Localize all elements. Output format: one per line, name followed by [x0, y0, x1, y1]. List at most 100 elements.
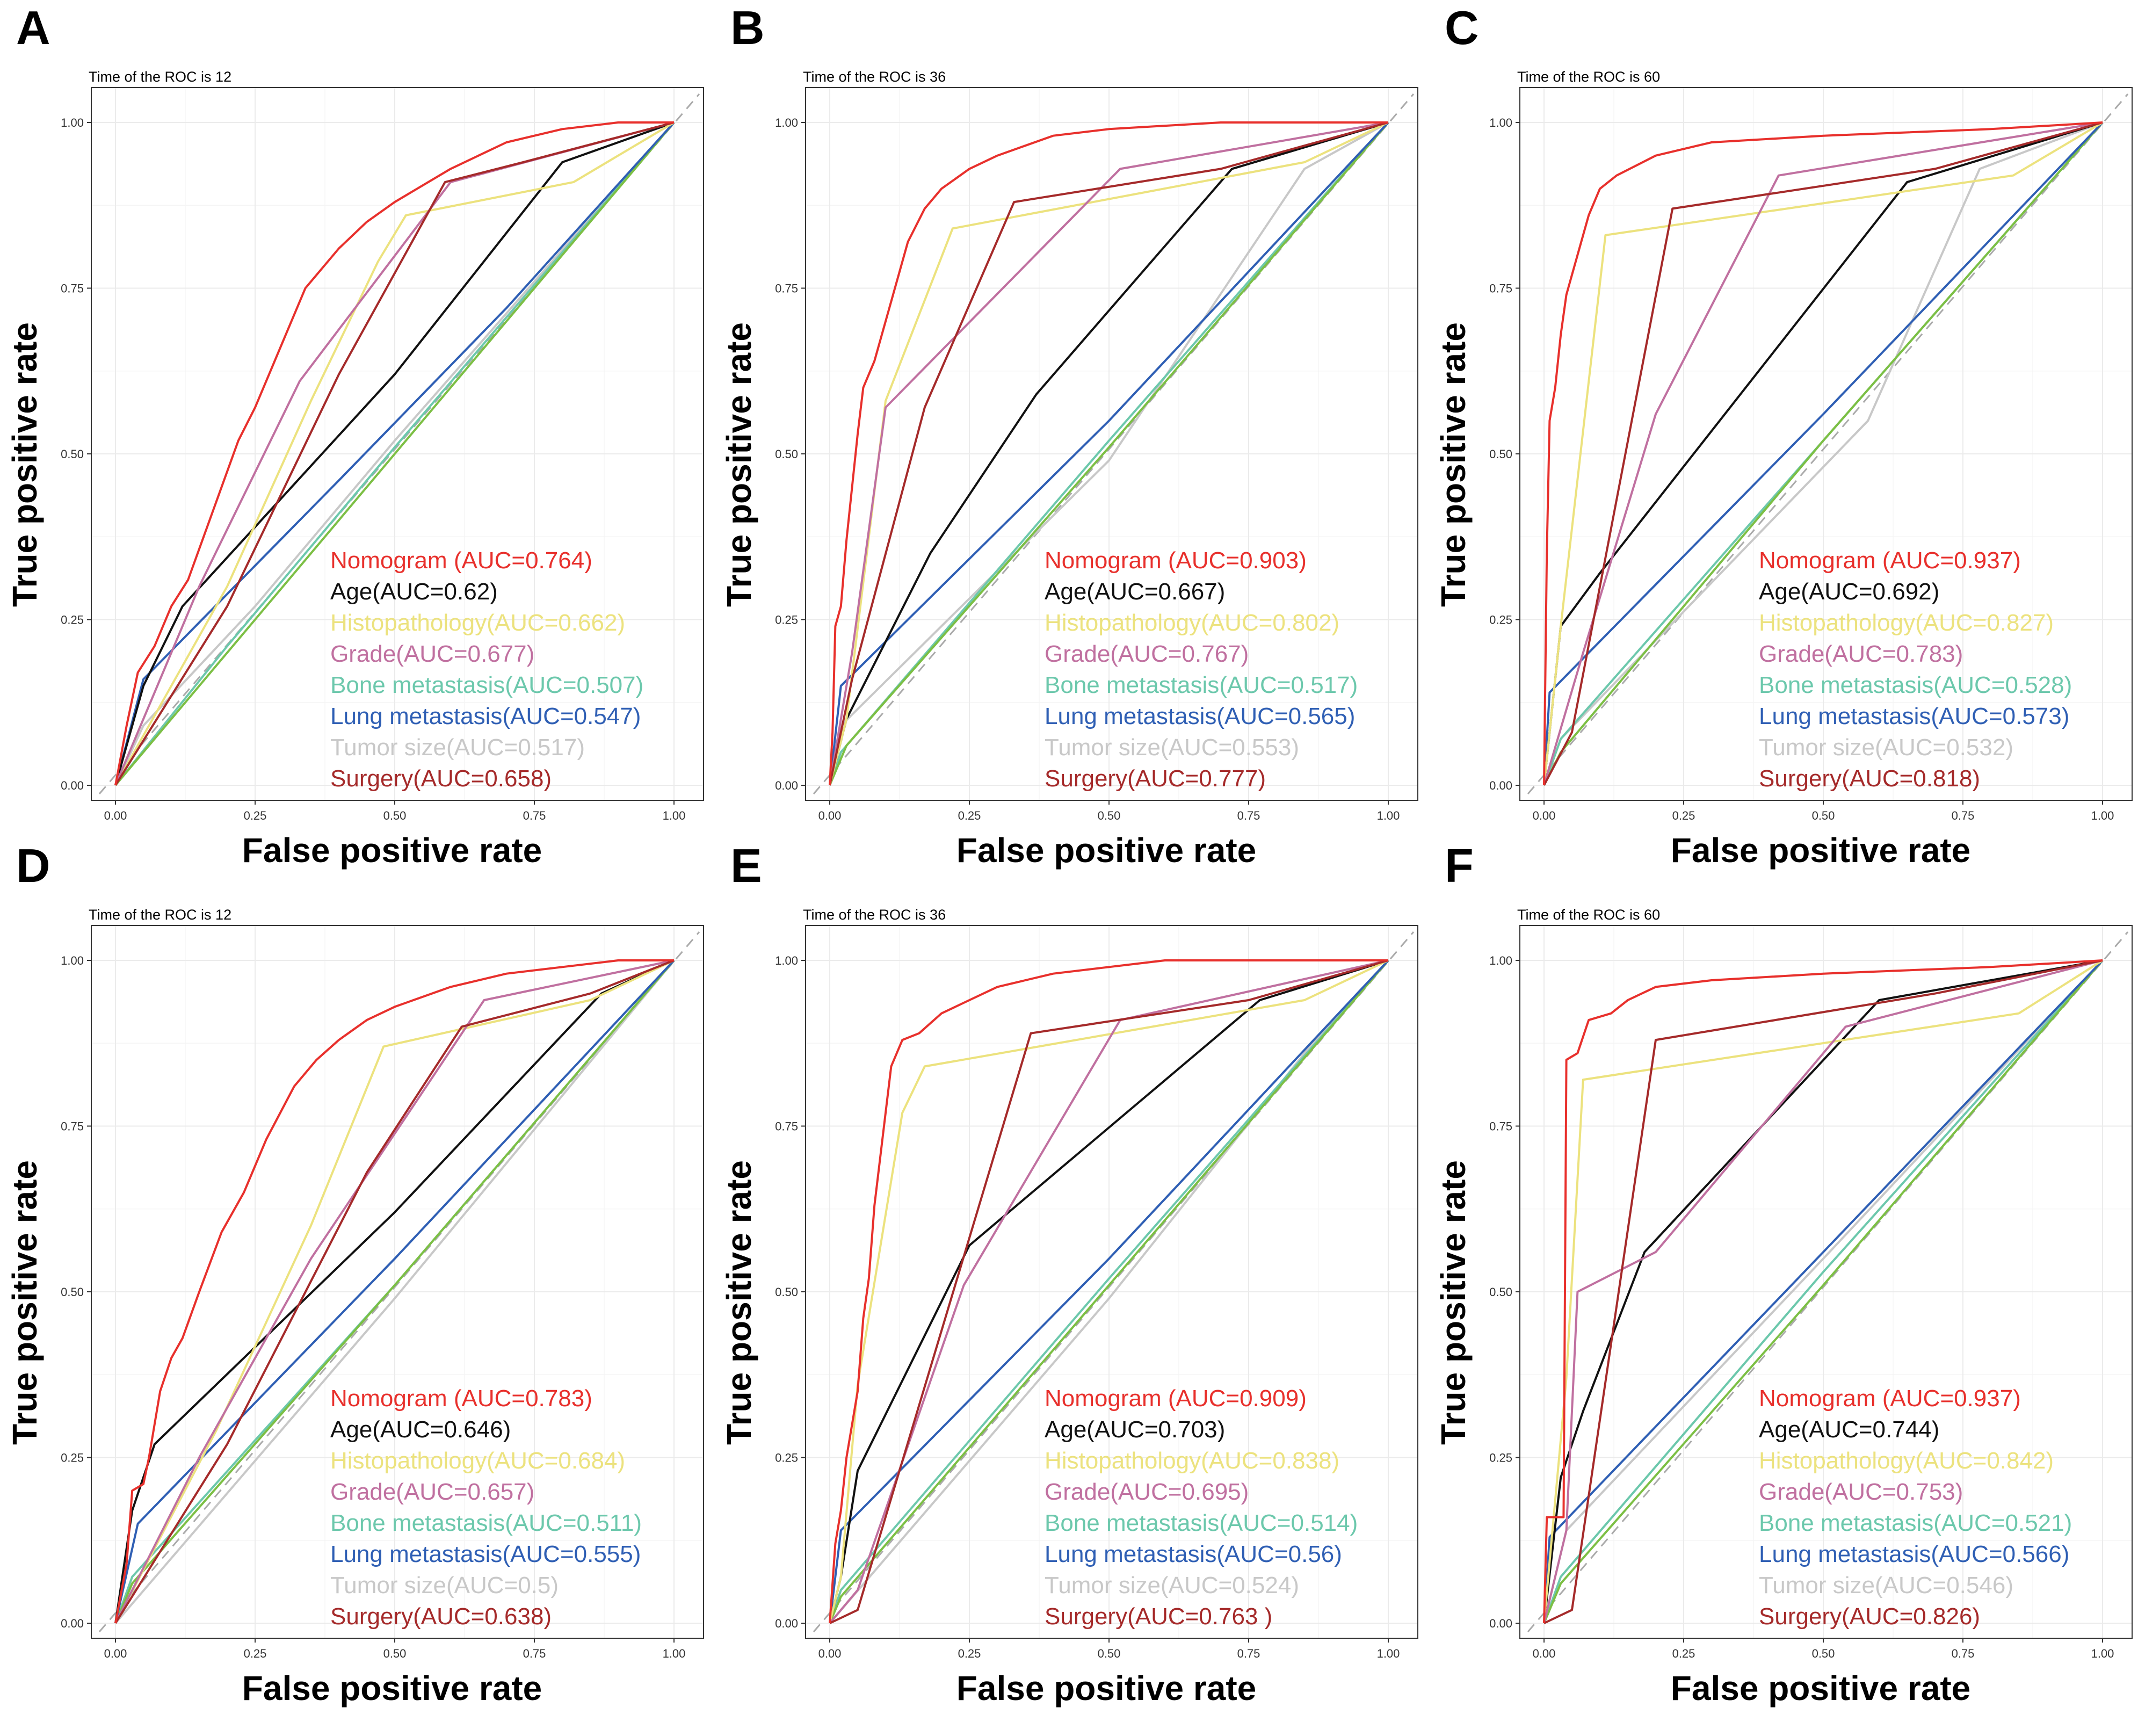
x-tick-label: 1.00	[663, 809, 686, 822]
y-tick-label: 0.00	[775, 779, 798, 792]
legend-entry-tumor-size: Tumor size(AUC=0.532)	[1759, 734, 2013, 761]
y-tick-label: 0.25	[775, 613, 798, 627]
y-axis-title: True positive rate	[1434, 1160, 1473, 1445]
x-tick-label: 0.75	[1952, 1647, 1975, 1660]
x-tick-label: 0.00	[104, 1647, 127, 1660]
y-tick-label: 1.00	[61, 954, 84, 967]
y-tick-label: 0.25	[61, 1451, 84, 1465]
roc-curve-histopathology	[829, 121, 1389, 786]
roc-curve-nomogram	[114, 121, 674, 786]
legend-entry-histopathology: Histopathology(AUC=0.802)	[1045, 610, 1339, 636]
y-tick-label: 0.50	[775, 1285, 798, 1299]
axis-ticks: 0.00 0.00 0.25 0.25 0.50 0.50 0.75 0.75 1.00 1.00	[775, 116, 1400, 822]
y-tick-label: 0.50	[1489, 1285, 1512, 1299]
x-tick-label: 0.50	[1098, 809, 1121, 822]
plot-frame	[91, 925, 704, 1639]
legend-entry-lung-metastasis: Lung metastasis(AUC=0.56)	[1045, 1541, 1342, 1567]
plot-subtitle: Time of the ROC is 36	[803, 69, 946, 85]
legend-entry-age: Age(AUC=0.62)	[330, 578, 498, 605]
legend-entry-grade: Grade(AUC=0.677)	[330, 641, 534, 667]
x-tick-label: 0.50	[383, 809, 407, 822]
x-tick-label: 0.50	[1812, 809, 1835, 822]
roc-curve-nomogram	[829, 959, 1388, 1624]
legend-entry-age: Age(AUC=0.703)	[1045, 1416, 1225, 1443]
roc-curve-green-reference	[829, 959, 1389, 1624]
x-axis-title: False positive rate	[1671, 831, 1970, 870]
plot-subtitle: Time of the ROC is 60	[1517, 907, 1660, 923]
y-tick-label: 1.00	[1489, 116, 1512, 129]
y-tick-label: 0.75	[61, 282, 84, 295]
gridlines	[806, 925, 1418, 1638]
legend-entry-surgery: Surgery(AUC=0.763 )	[1045, 1603, 1272, 1630]
legend-entry-histopathology: Histopathology(AUC=0.684)	[330, 1448, 625, 1474]
legend-entry-lung-metastasis: Lung metastasis(AUC=0.573)	[1759, 703, 2069, 729]
roc-curve-lung-metastasis	[1543, 959, 2104, 1624]
legend-entry-tumor-size: Tumor size(AUC=0.517)	[330, 734, 585, 761]
x-tick-label: 0.25	[1672, 1647, 1695, 1660]
axis-ticks: 0.00 0.00 0.25 0.25 0.50 0.50 0.75 0.75 1.00 1.00	[1489, 954, 2114, 1660]
x-axis-title: False positive rate	[956, 1669, 1256, 1708]
y-tick-label: 0.25	[1489, 613, 1512, 627]
y-axis-title: True positive rate	[720, 322, 758, 607]
x-axis-title: False positive rate	[242, 1669, 542, 1708]
y-tick-label: 0.75	[775, 1120, 798, 1133]
plot-subtitle: Time of the ROC is 36	[803, 907, 946, 923]
plot-frame	[1519, 925, 2133, 1639]
legend: Nomogram (AUC=0.937) Age(AUC=0.692) Histop…	[1759, 547, 2072, 792]
legend-entry-nomogram: Nomogram (AUC=0.909)	[1045, 1385, 1307, 1412]
legend-entry-tumor-size: Tumor size(AUC=0.546)	[1759, 1572, 2013, 1598]
y-tick-label: 0.75	[61, 1120, 84, 1133]
axis-ticks: 0.00 0.00 0.25 0.25 0.50 0.50 0.75 0.75 1.00 1.00	[61, 954, 685, 1660]
y-tick-label: 0.75	[1489, 1120, 1512, 1133]
roc-curve-histopathology	[829, 959, 1389, 1624]
roc-curve-histopathology	[114, 959, 675, 1624]
roc-curve-histopathology	[1543, 959, 2104, 1624]
legend-entry-bone-metastasis: Bone metastasis(AUC=0.514)	[1045, 1510, 1358, 1536]
y-tick-label: 1.00	[775, 954, 798, 967]
legend-entry-surgery: Surgery(AUC=0.818)	[1759, 765, 1980, 792]
roc-curves	[1543, 959, 2104, 1624]
legend-entry-lung-metastasis: Lung metastasis(AUC=0.555)	[330, 1541, 641, 1567]
legend-entry-tumor-size: Tumor size(AUC=0.553)	[1045, 734, 1299, 761]
roc-curve-lung-metastasis	[829, 959, 1389, 1624]
roc-curve-surgery	[829, 121, 1389, 786]
legend-entry-bone-metastasis: Bone metastasis(AUC=0.507)	[330, 672, 643, 698]
x-tick-label: 0.25	[958, 809, 981, 822]
gridlines	[806, 88, 1418, 800]
plot-subtitle: Time of the ROC is 12	[89, 907, 231, 923]
roc-curve-surgery	[114, 959, 675, 1624]
legend-entry-histopathology: Histopathology(AUC=0.827)	[1759, 610, 2054, 636]
legend: Nomogram (AUC=0.764) Age(AUC=0.62) Histopa…	[330, 547, 643, 792]
reference-diagonal	[98, 931, 700, 1632]
x-tick-label: 0.50	[1098, 1647, 1121, 1660]
legend-entry-grade: Grade(AUC=0.695)	[1045, 1479, 1249, 1505]
y-tick-label: 0.00	[1489, 779, 1512, 792]
x-tick-label: 0.00	[104, 809, 127, 822]
legend: Nomogram (AUC=0.937) Age(AUC=0.744) Histop…	[1759, 1385, 2072, 1630]
x-tick-label: 0.75	[1237, 1647, 1260, 1660]
x-tick-label: 1.00	[1377, 1647, 1400, 1660]
legend-entry-surgery: Surgery(AUC=0.826)	[1759, 1603, 1980, 1630]
x-tick-label: 0.00	[1533, 809, 1556, 822]
legend: Nomogram (AUC=0.909) Age(AUC=0.703) Histop…	[1045, 1385, 1358, 1630]
x-tick-label: 0.75	[523, 1647, 546, 1660]
legend-entry-surgery: Surgery(AUC=0.638)	[330, 1603, 552, 1630]
plot-frame	[1519, 87, 2133, 801]
y-tick-label: 0.00	[775, 1617, 798, 1630]
y-axis-title: True positive rate	[5, 1160, 44, 1445]
legend-entry-histopathology: Histopathology(AUC=0.662)	[330, 610, 625, 636]
roc-curves	[1543, 121, 2104, 786]
y-tick-label: 0.50	[61, 447, 84, 461]
legend-entry-grade: Grade(AUC=0.767)	[1045, 641, 1249, 667]
axis-ticks: 0.00 0.00 0.25 0.25 0.50 0.50 0.75 0.75 1.00 1.00	[1489, 116, 2114, 822]
x-tick-label: 0.25	[1672, 809, 1695, 822]
legend-entry-histopathology: Histopathology(AUC=0.842)	[1759, 1448, 2054, 1474]
legend-entry-lung-metastasis: Lung metastasis(AUC=0.566)	[1759, 1541, 2069, 1567]
roc-curve-green-reference	[829, 121, 1389, 786]
x-axis-title: False positive rate	[242, 831, 542, 870]
legend-entry-nomogram: Nomogram (AUC=0.764)	[330, 547, 592, 574]
x-tick-label: 0.50	[383, 1647, 407, 1660]
legend-entry-lung-metastasis: Lung metastasis(AUC=0.565)	[1045, 703, 1355, 729]
legend-entry-bone-metastasis: Bone metastasis(AUC=0.517)	[1045, 672, 1358, 698]
roc-curve-grade	[829, 959, 1389, 1624]
